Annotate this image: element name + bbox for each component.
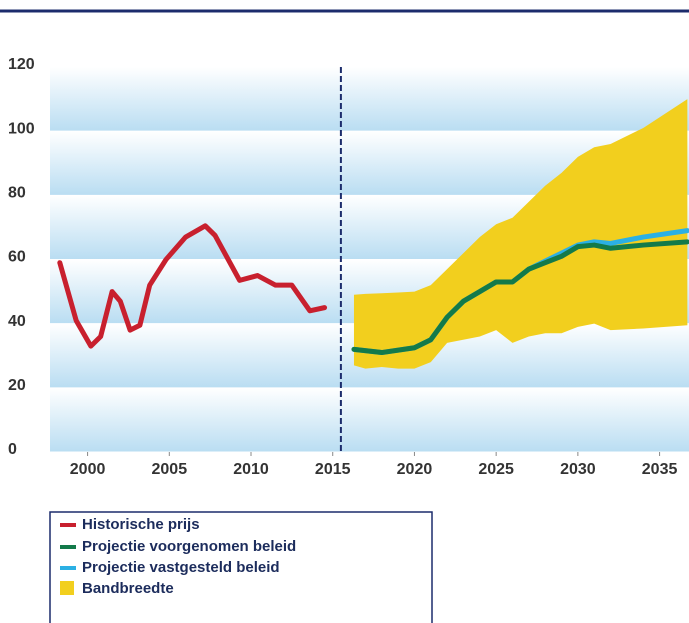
y-tick-label: 0: [8, 441, 17, 458]
grid-band: [50, 67, 689, 132]
x-tick-label: 2000: [70, 461, 106, 478]
x-tick-label: 2020: [397, 461, 433, 478]
x-tick-label: 2010: [233, 461, 269, 478]
grid-band: [50, 387, 689, 452]
y-tick-label: 20: [8, 377, 26, 394]
series-line: [57, 223, 328, 349]
x-tick-label: 2015: [315, 461, 351, 478]
legend-label: Projectie vastgesteld beleid: [82, 559, 280, 576]
legend-box: [49, 511, 433, 623]
x-tick-label: 2030: [560, 461, 596, 478]
x-tick-label: 2025: [478, 461, 514, 478]
legend-label: Historische prijs: [82, 516, 200, 533]
legend-label: Bandbreedte: [82, 580, 174, 597]
x-tick-label: 2005: [152, 461, 188, 478]
y-tick-label: 80: [8, 185, 26, 202]
x-tick-label: 2035: [642, 461, 678, 478]
y-tick-label: 60: [8, 249, 26, 266]
legend-swatch: [60, 581, 74, 595]
legend-label: Projectie voorgenomen beleid: [82, 538, 296, 555]
range-band: [353, 99, 688, 369]
y-tick-label: 100: [8, 120, 35, 137]
y-tick-label: 120: [8, 56, 35, 73]
y-tick-label: 40: [8, 313, 26, 330]
series-line: [351, 239, 689, 356]
